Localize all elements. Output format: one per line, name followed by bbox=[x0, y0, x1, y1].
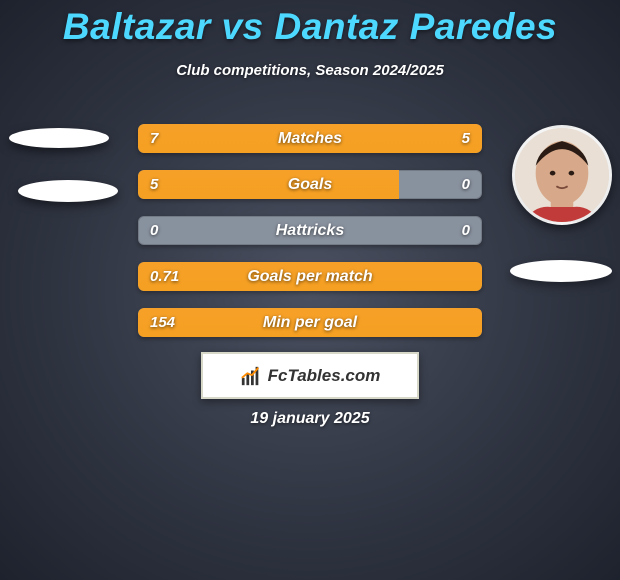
chart-icon bbox=[240, 365, 262, 387]
stat-row-matches: 7 Matches 5 bbox=[138, 124, 482, 153]
stat-label: Matches bbox=[138, 124, 482, 153]
stat-value-right: 0 bbox=[462, 170, 470, 199]
site-logo-box: FcTables.com bbox=[201, 352, 419, 399]
stat-value-right: 5 bbox=[462, 124, 470, 153]
stat-row-min-per-goal: 154 Min per goal bbox=[138, 308, 482, 337]
date-text: 19 january 2025 bbox=[0, 410, 620, 428]
stats-bars: 7 Matches 5 5 Goals 0 0 Hattricks 0 0.71… bbox=[138, 124, 482, 354]
subtitle: Club competitions, Season 2024/2025 bbox=[0, 62, 620, 79]
page-title: Baltazar vs Dantaz Paredes bbox=[0, 0, 620, 48]
stat-label: Goals per match bbox=[138, 262, 482, 291]
player-right-avatar bbox=[512, 125, 612, 225]
stat-label: Hattricks bbox=[138, 216, 482, 245]
face-icon bbox=[515, 128, 609, 222]
stat-label: Goals bbox=[138, 170, 482, 199]
stat-row-hattricks: 0 Hattricks 0 bbox=[138, 216, 482, 245]
player-left-shape-2 bbox=[18, 180, 118, 202]
player-left-shape-1 bbox=[9, 128, 109, 148]
club-badge-right bbox=[510, 260, 612, 282]
stat-row-goals-per-match: 0.71 Goals per match bbox=[138, 262, 482, 291]
site-logo-text: FcTables.com bbox=[268, 366, 381, 386]
stat-value-right: 0 bbox=[462, 216, 470, 245]
stat-row-goals: 5 Goals 0 bbox=[138, 170, 482, 199]
stat-label: Min per goal bbox=[138, 308, 482, 337]
